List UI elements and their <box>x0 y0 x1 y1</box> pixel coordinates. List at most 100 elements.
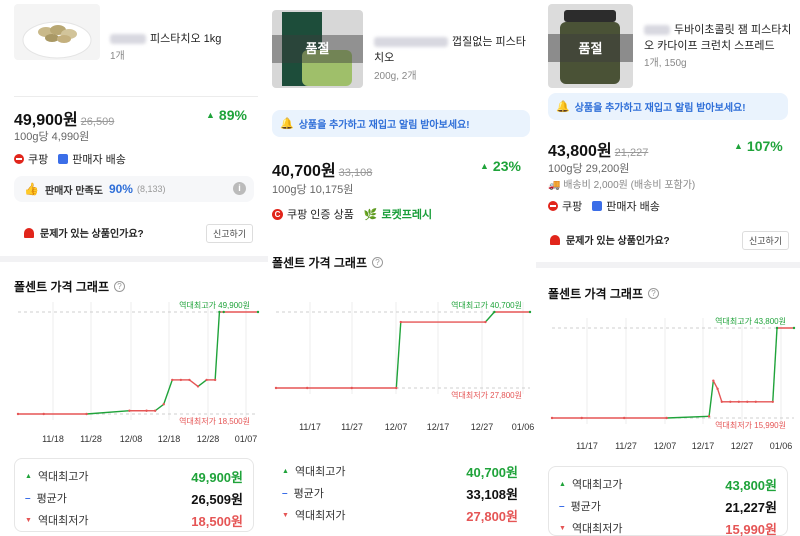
up-triangle-icon: ▲ <box>25 472 32 480</box>
price-point <box>145 409 148 412</box>
seller-satisfaction[interactable]: 👍 판매자 만족도 90% (8,133) i <box>14 176 254 202</box>
price-stats: ▲ 역대최고가 40,700원 – 평균가 33,108원 ▼ 역대최저가 27,800원 <box>272 454 528 528</box>
sold-out-overlay: 품절 <box>578 41 603 56</box>
stat-avg: – 평균가 33,108원 <box>282 486 518 502</box>
max-price-label: 역대최고가 49,900원 <box>179 300 250 310</box>
price-point <box>484 320 487 324</box>
pistachio-bag-image <box>272 12 363 86</box>
report-row: 문제가 있는 상품인가요? <box>550 232 670 247</box>
price-stats: ▲ 역대최고가 49,900원 – 평균가 26,509원 ▼ 역대최저가 18,500원 <box>14 458 254 532</box>
seller-badges: 쿠팡 판매자 배송 <box>548 198 660 214</box>
up-triangle-icon: ▲ <box>206 110 215 120</box>
stat-avg: – 평균가 21,227원 <box>559 499 777 515</box>
unit-price: 100g당 4,990원 <box>14 131 90 143</box>
price-line-segment <box>163 379 173 405</box>
price-point <box>153 409 157 412</box>
price-point <box>665 416 668 420</box>
product-card-2: 품절 껍질없는 피스타치오 200g, 2개 🔔 상품을 추가하고 재입고 알림 … <box>268 0 536 536</box>
x-tick-label: 01/06 <box>770 441 793 451</box>
price-point <box>179 378 183 382</box>
product-card-3: 품절 두바이초콜릿 잼 피스타치오 카다이프 크런치 스프레드 1개, 150g… <box>536 0 800 536</box>
restock-alert-banner[interactable]: 🔔 상품을 추가하고 재입고 알림 받아보세요! <box>548 93 788 120</box>
price-point <box>16 412 20 416</box>
price-line-segment <box>214 311 221 380</box>
product-title[interactable]: 두바이초콜릿 잼 피스타치오 카다이프 크런치 스프레드 <box>644 24 792 52</box>
spread-jar-image <box>548 10 633 84</box>
max-price-label: 역대최고가 43,800원 <box>715 316 786 326</box>
product-card-1: 피스타치오 1kg 1개 49,900원 26,509 ▲ 89% 100g당 4,… <box>0 0 268 536</box>
price-line-segment <box>86 410 130 415</box>
x-tick-label: 12/07 <box>654 441 677 451</box>
bell-icon: 🔔 <box>280 118 294 130</box>
price-line-segment <box>189 379 199 387</box>
down-triangle-icon: ▼ <box>559 524 566 532</box>
average-dash-icon: – <box>282 487 288 499</box>
stat-min: ▼ 역대최저가 18,500원 <box>25 513 243 529</box>
down-triangle-icon: ▼ <box>282 511 289 519</box>
stat-max: ▲ 역대최고가 40,700원 <box>282 464 518 480</box>
price-line-segment <box>708 380 715 417</box>
current-price: 40,700원 33,108 <box>272 163 373 180</box>
report-button[interactable]: 신고하기 <box>206 224 254 243</box>
product-thumbnail[interactable]: 품절 <box>272 10 363 88</box>
seller-badges: 쿠팡 판매자 배송 <box>14 151 126 167</box>
product-title[interactable]: 껍질없는 피스타치오 <box>374 36 526 64</box>
price-point <box>737 400 741 403</box>
info-icon[interactable]: i <box>233 182 246 195</box>
product-thumbnail[interactable] <box>14 4 100 60</box>
price-stats: ▲ 역대최고가 43,800원 – 평균가 21,227원 ▼ 역대최저가 15,990원 <box>548 466 788 536</box>
product-thumbnail[interactable]: 품절 <box>548 4 633 88</box>
x-tick-label: 12/08 <box>120 434 143 444</box>
pistachio-bowl-image <box>22 21 92 59</box>
price-line-segment <box>716 388 723 403</box>
coupang-icon <box>14 154 24 164</box>
up-triangle-icon: ▲ <box>282 467 289 475</box>
price-point <box>85 412 88 416</box>
x-tick-label: 12/17 <box>427 422 450 432</box>
price-point <box>792 326 796 330</box>
product-title[interactable]: 피스타치오 1kg <box>110 31 260 47</box>
siren-icon <box>550 234 560 245</box>
price-line-segment <box>395 321 402 389</box>
help-icon[interactable]: ? <box>114 281 125 292</box>
price-point <box>746 400 749 403</box>
price-point <box>580 416 583 420</box>
report-row: 문제가 있는 상품인가요? <box>24 225 144 240</box>
x-tick-label: 11/18 <box>42 434 64 444</box>
current-price: 43,800원 21,227 <box>548 143 649 160</box>
thumbs-up-icon: 👍 <box>24 182 39 196</box>
shop-icon <box>592 201 603 211</box>
shipping-fee: 🚚 배송비 2,000원 (배송비 포함가) <box>548 180 696 191</box>
stat-max: ▲ 역대최고가 43,800원 <box>559 477 777 493</box>
price-point <box>205 378 208 382</box>
x-tick-label: 12/28 <box>197 434 220 444</box>
graph-title: 폴센트 가격 그래프? <box>14 278 125 295</box>
up-triangle-icon: ▲ <box>480 161 489 171</box>
coupang-icon <box>548 201 558 211</box>
restock-alert-banner[interactable]: 🔔 상품을 추가하고 재입고 알림 받아보세요! <box>272 110 530 137</box>
report-button[interactable]: 신고하기 <box>742 231 790 250</box>
help-icon[interactable]: ? <box>648 288 659 299</box>
price-point <box>188 378 191 382</box>
sold-out-overlay: 품절 <box>305 41 330 56</box>
help-icon[interactable]: ? <box>372 257 383 268</box>
stat-min: ▼ 역대최저가 15,990원 <box>559 521 777 536</box>
graph-title: 폴센트 가격 그래프? <box>548 285 659 302</box>
average-price-strike: 33,108 <box>338 167 373 179</box>
up-triangle-icon: ▲ <box>734 141 743 151</box>
average-dash-icon: – <box>25 492 31 504</box>
price-point <box>305 386 309 390</box>
price-point <box>218 310 221 314</box>
price-point <box>775 326 779 330</box>
price-line-segment <box>772 327 778 402</box>
x-tick-label: 01/06 <box>512 422 535 432</box>
price-point <box>528 310 532 314</box>
price-point <box>729 400 732 403</box>
x-tick-label: 11/17 <box>576 441 598 451</box>
price-point <box>213 378 217 382</box>
price-change-percent: ▲ 89% <box>206 107 247 123</box>
average-price-strike: 26,509 <box>80 116 115 128</box>
price-point <box>771 400 774 403</box>
